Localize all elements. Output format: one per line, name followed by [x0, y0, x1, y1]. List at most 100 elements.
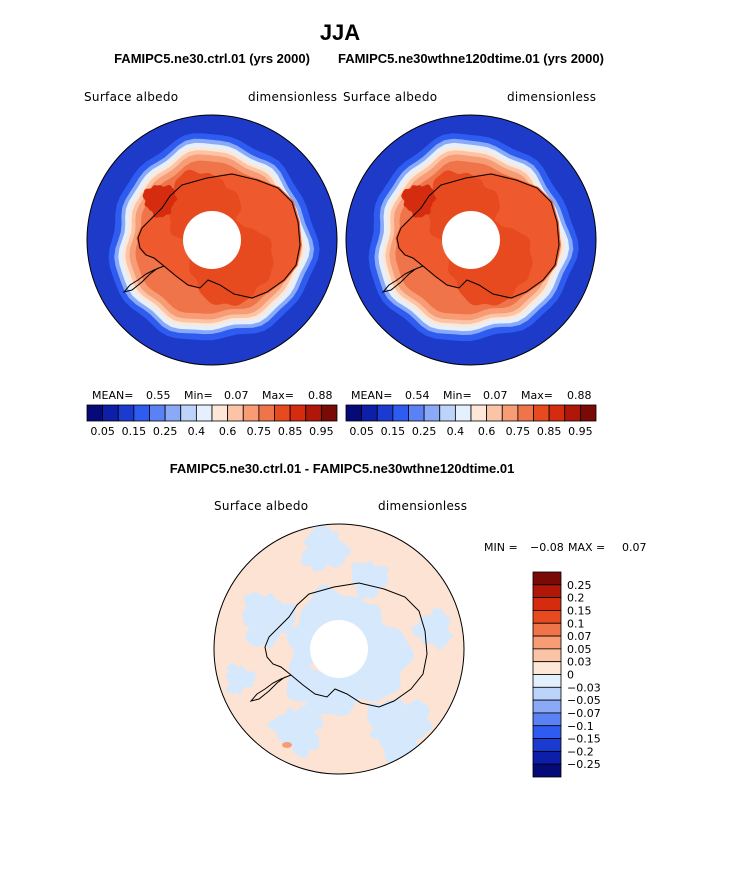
colorbar-tick-label: −0.07 [567, 707, 601, 720]
left-min-label: Min= [184, 389, 213, 402]
right-max-label: Max= [521, 389, 553, 402]
left-run-title: FAMIPC5.ne30.ctrl.01 (yrs 2000) [114, 51, 310, 66]
colorbar-tick-label: −0.05 [567, 694, 601, 707]
colorbar-swatch [517, 404, 534, 422]
polar-hole [183, 211, 241, 269]
map-border [213, 523, 465, 775]
negative-diff-region [267, 701, 324, 759]
negative-diff-region [351, 560, 389, 600]
albedo-map-ctrl [86, 114, 338, 366]
right-max-value: 0.88 [567, 389, 592, 402]
colorbar-swatch [423, 404, 441, 422]
colorbar-tick-label: 0.15 [381, 425, 406, 438]
left-min-value: 0.07 [224, 389, 249, 402]
colorbar-tick-label: 0.95 [568, 425, 593, 438]
colorbar-tick-label: 0.1 [567, 617, 585, 630]
left-units-label: dimensionless [248, 90, 338, 104]
colorbar-swatch [470, 404, 488, 422]
colorbar-swatch [532, 635, 562, 650]
colorbar-swatch [532, 699, 562, 714]
colorbar-tick-label: 0.05 [567, 643, 592, 656]
diff-min-label: MIN = [484, 541, 518, 554]
colorbar-swatch [564, 404, 581, 422]
colorbar-swatch [117, 404, 135, 422]
colorbar-swatch [532, 750, 562, 765]
diff-title: FAMIPC5.ne30.ctrl.01 - FAMIPC5.ne30wthne… [169, 461, 515, 476]
colorbar-exp: 0.05 0.15 0.25 0.4 0.6 0.75 0.85 0.95 [345, 404, 597, 438]
colorbar-tick-label: 0.05 [90, 425, 115, 438]
colorbar-swatch [532, 571, 562, 586]
right-mean-value: 0.54 [405, 389, 430, 402]
colorbar-swatch [86, 404, 104, 422]
colorbar-swatch [532, 648, 562, 663]
colorbar-swatch [408, 404, 425, 422]
colorbar-tick-label: −0.15 [567, 733, 601, 746]
colorbar-swatch [532, 725, 562, 739]
colorbar-swatch [532, 674, 562, 688]
colorbar-tick-label: 0.75 [247, 425, 272, 438]
right-min-value: 0.07 [483, 389, 508, 402]
colorbar-swatch [242, 404, 260, 422]
colorbar-swatch [548, 404, 566, 422]
colorbar-swatch [227, 404, 244, 422]
colorbar-swatch [211, 404, 229, 422]
colorbar-swatch [180, 404, 197, 422]
colorbar-tick-label: 0.4 [447, 425, 465, 438]
colorbar-ctrl: 0.05 0.15 0.25 0.4 0.6 0.75 0.85 0.95 [86, 404, 338, 438]
colorbar-tick-label: 0.07 [567, 630, 592, 643]
left-max-value: 0.88 [308, 389, 333, 402]
colorbar-swatch [454, 404, 472, 422]
colorbar-tick-label: −0.2 [567, 745, 594, 758]
colorbar-tick-label: 0.95 [309, 425, 334, 438]
albedo-map-exp [345, 114, 597, 366]
colorbar-tick-label: 0.6 [478, 425, 496, 438]
left-mean-label: MEAN= [92, 389, 134, 402]
negative-diff-region [411, 608, 453, 651]
colorbar-swatch [164, 404, 182, 422]
left-variable-label: Surface albedo [84, 90, 179, 104]
negative-diff-region [225, 662, 256, 696]
colorbar-swatch [439, 404, 456, 422]
colorbar-tick-label: 0.25 [412, 425, 437, 438]
right-min-label: Min= [443, 389, 472, 402]
coastline [137, 173, 301, 299]
colorbar-swatch [532, 661, 562, 675]
left-mean-value: 0.55 [146, 389, 171, 402]
negative-diff-region [241, 592, 297, 649]
peninsula-coastline [122, 265, 165, 293]
colorbar-swatch [532, 597, 562, 611]
colorbar-swatch [532, 738, 562, 752]
right-units-label: dimensionless [507, 90, 597, 104]
colorbar-tick-label: 0.25 [567, 579, 592, 592]
colorbar-swatch [345, 404, 363, 422]
colorbar-swatch [501, 404, 519, 422]
colorbar-swatch [320, 404, 338, 422]
diff-max-label: MAX = [568, 541, 606, 554]
colorbar-tick-label: 0.6 [219, 425, 237, 438]
colorbar-tick-label: 0.85 [537, 425, 562, 438]
colorbar-tick-label: −0.03 [567, 681, 601, 694]
polar-hole [310, 620, 368, 678]
positive-diff-spot [282, 742, 292, 748]
colorbar-swatch [289, 404, 307, 422]
polar-hole [442, 211, 500, 269]
coastline [396, 173, 560, 299]
colorbar-swatch [579, 404, 597, 422]
colorbar-tick-label: 0.2 [567, 592, 585, 605]
map-border [86, 114, 338, 366]
right-run-title: FAMIPC5.ne30wthne120dtime.01 (yrs 2000) [338, 51, 604, 66]
diff-min-value: −0.08 [530, 541, 564, 554]
colorbar-swatch [195, 404, 213, 422]
colorbar-tick-label: 0.15 [122, 425, 147, 438]
high-albedo-patch [401, 184, 437, 218]
negative-diff-region [301, 524, 352, 572]
colorbar-tick-label: 0.05 [349, 425, 374, 438]
page-title: JJA [319, 20, 361, 45]
colorbar-tick-label: 0.75 [506, 425, 531, 438]
colorbar-swatch [532, 622, 562, 637]
right-variable-label: Surface albedo [343, 90, 438, 104]
diff-units-label: dimensionless [378, 499, 468, 513]
colorbar-swatch [532, 610, 562, 624]
peninsula-coastline [381, 265, 424, 293]
